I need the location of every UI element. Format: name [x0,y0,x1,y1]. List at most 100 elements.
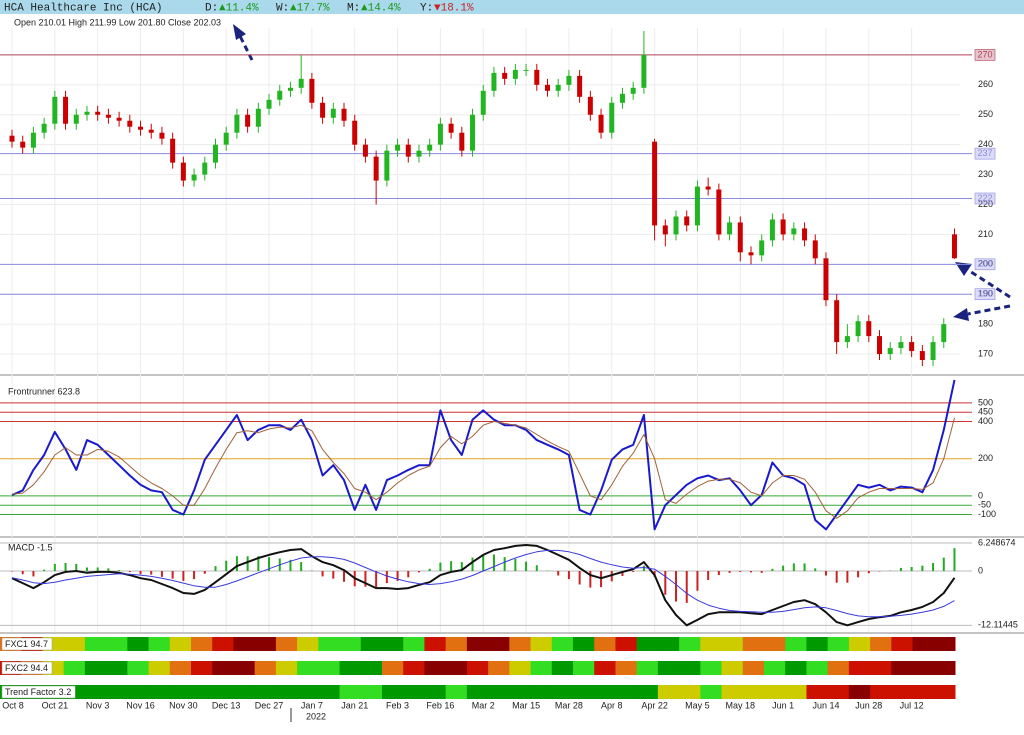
candle-body [277,90,283,100]
histogram-bar [857,571,860,578]
candle-body [652,141,658,226]
heat-cell [127,685,150,699]
heat-cell [148,685,171,699]
histogram-bar [707,571,710,581]
histogram-bar [235,556,238,572]
heat-cell [466,685,489,699]
heat-label-box [1,661,53,675]
histogram-bar [664,571,667,595]
histogram-bar [182,571,185,581]
y-tick-label: 240 [978,139,993,149]
candle-body [812,240,818,259]
heat-cell [169,637,192,651]
change-value: ▲14.4% [361,2,401,14]
candle-body [84,111,90,115]
histogram-bar [64,562,67,572]
candle-body [673,216,679,235]
histogram-bar [300,562,303,572]
heat-cell [127,661,150,675]
level-label: 190 [977,289,992,299]
header-title: HCA Healthcare Inc (HCA) [4,2,162,14]
candle-body [641,54,647,88]
level-label: 200 [977,259,992,269]
histogram-bar [482,554,485,572]
y-tick-label: 0 [978,490,983,500]
x-tick-label: Feb 16 [426,700,454,710]
histogram-bar [450,561,453,572]
candle-body [512,69,518,79]
heat-cell [912,637,935,651]
histogram-bar [428,568,431,572]
histogram-bar [867,571,870,574]
heat-cell [445,661,468,675]
candle-body [619,93,625,103]
candle-body [9,135,15,142]
candle-body [352,120,358,145]
heat-cell [212,685,234,699]
candle-body [759,240,765,256]
heat-cell [297,661,319,675]
candle-body [705,186,711,190]
change-value: ▲17.7% [290,2,330,14]
heat-cell [488,637,510,651]
heat-cell [382,661,404,675]
histogram-bar [343,571,346,582]
heat-cell [679,661,701,675]
heat-cell [106,661,128,675]
x-tick-label: May 18 [726,700,756,710]
candle-body [384,150,390,181]
heat-cell [191,637,213,651]
y-tick-label: 200 [978,453,993,463]
y-tick-label: 500 [978,397,993,407]
candle-body [866,321,872,337]
candle-body [148,129,154,133]
histogram-bar [567,571,570,580]
histogram-bar [835,571,838,583]
histogram-bar [332,571,335,579]
heat-cell [742,637,765,651]
candle-body [684,216,690,226]
histogram-bar [846,571,849,583]
heat-cell [382,685,404,699]
heat-cell [636,685,659,699]
histogram-bar [321,571,324,577]
x-tick-label: Dec 13 [212,700,241,710]
histogram-bar [739,571,742,572]
candle-body [30,132,36,148]
heat-cell [509,661,532,675]
x-tick-label: Mar 28 [555,700,583,710]
histogram-bar [557,571,560,576]
heat-cell [827,661,850,675]
heat-cell [445,685,468,699]
heat-cell [657,685,680,699]
histogram-bar [621,571,624,576]
heat-cell [297,637,319,651]
heat-cell [848,661,871,675]
histogram-bar [246,556,249,572]
x-tick-label: Apr 22 [641,700,668,710]
candle-body [73,114,79,124]
heat-cell [891,685,914,699]
histogram-bar [535,565,538,572]
x-tick-label: May 5 [685,700,710,710]
histogram-bar [75,563,78,572]
candle-body [662,225,668,235]
candle-body [373,156,379,181]
change-value: ▲11.4% [219,2,259,14]
heat-cell [233,685,256,699]
y-tick-label: 210 [978,229,993,239]
heat-cell [509,637,532,651]
candle-body [191,174,197,181]
heat-cell [721,661,744,675]
level-box [974,288,996,301]
histogram-bar [675,571,678,602]
arrow [238,35,254,61]
heat-cell [764,637,786,651]
heat-cell [339,661,362,675]
heat-cell [912,685,935,699]
heat-label: Trend Factor 3.2 [5,687,71,697]
histogram-bar [792,563,795,572]
header-bar [0,0,1024,14]
candle-body [20,141,26,148]
